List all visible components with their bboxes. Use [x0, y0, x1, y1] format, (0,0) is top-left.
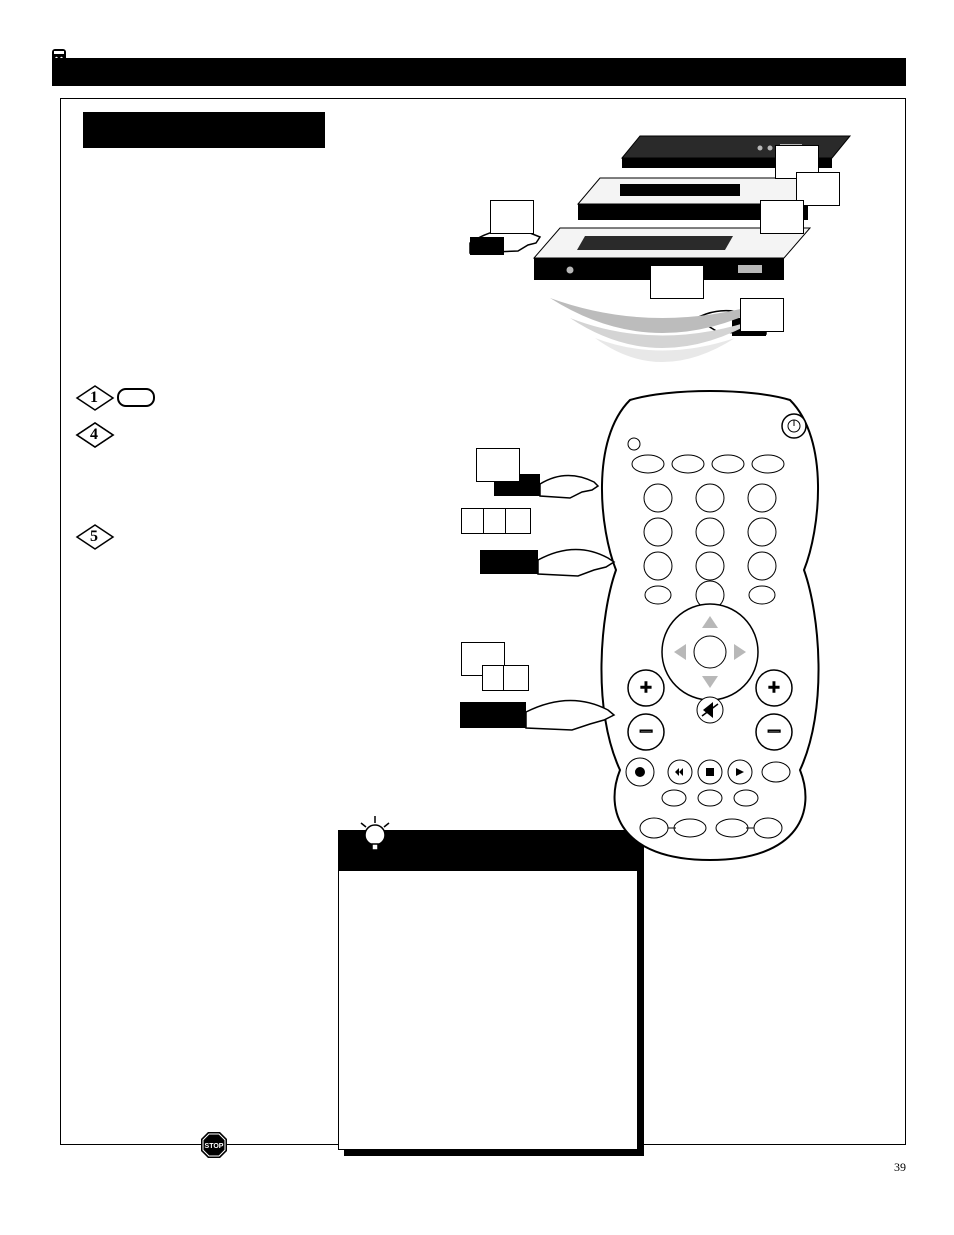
- svg-text:+: +: [768, 677, 780, 699]
- step-number: 4: [90, 424, 98, 446]
- callout-box: [505, 508, 531, 534]
- callout-box: [760, 200, 804, 234]
- svg-text:STOP: STOP: [205, 1143, 224, 1150]
- svg-text:+: +: [640, 677, 652, 699]
- tip-body: [339, 871, 637, 891]
- callout-box: [476, 448, 520, 482]
- lightbulb-icon: [355, 811, 395, 861]
- callout-box: [740, 298, 784, 332]
- tip-box: [338, 830, 638, 1150]
- stop-icon: STOP: [200, 1131, 228, 1163]
- svg-text:−: −: [639, 718, 653, 745]
- page-number: 39: [894, 1159, 906, 1175]
- callout-box: [490, 200, 534, 234]
- hand-pointing-icon: [460, 684, 620, 744]
- step-number: 5: [90, 526, 98, 548]
- callout-box: [650, 265, 704, 299]
- svg-text:−: −: [767, 718, 781, 745]
- step-number: 1: [90, 387, 98, 409]
- step-1: 1: [83, 388, 463, 407]
- page-title-bar: [52, 58, 906, 86]
- button-pill: [117, 388, 155, 407]
- callout-box: [503, 665, 529, 691]
- code-entry-heading: [83, 112, 325, 148]
- hand-pointing-icon: [480, 534, 620, 589]
- remote-illustration: + − + −: [570, 390, 850, 870]
